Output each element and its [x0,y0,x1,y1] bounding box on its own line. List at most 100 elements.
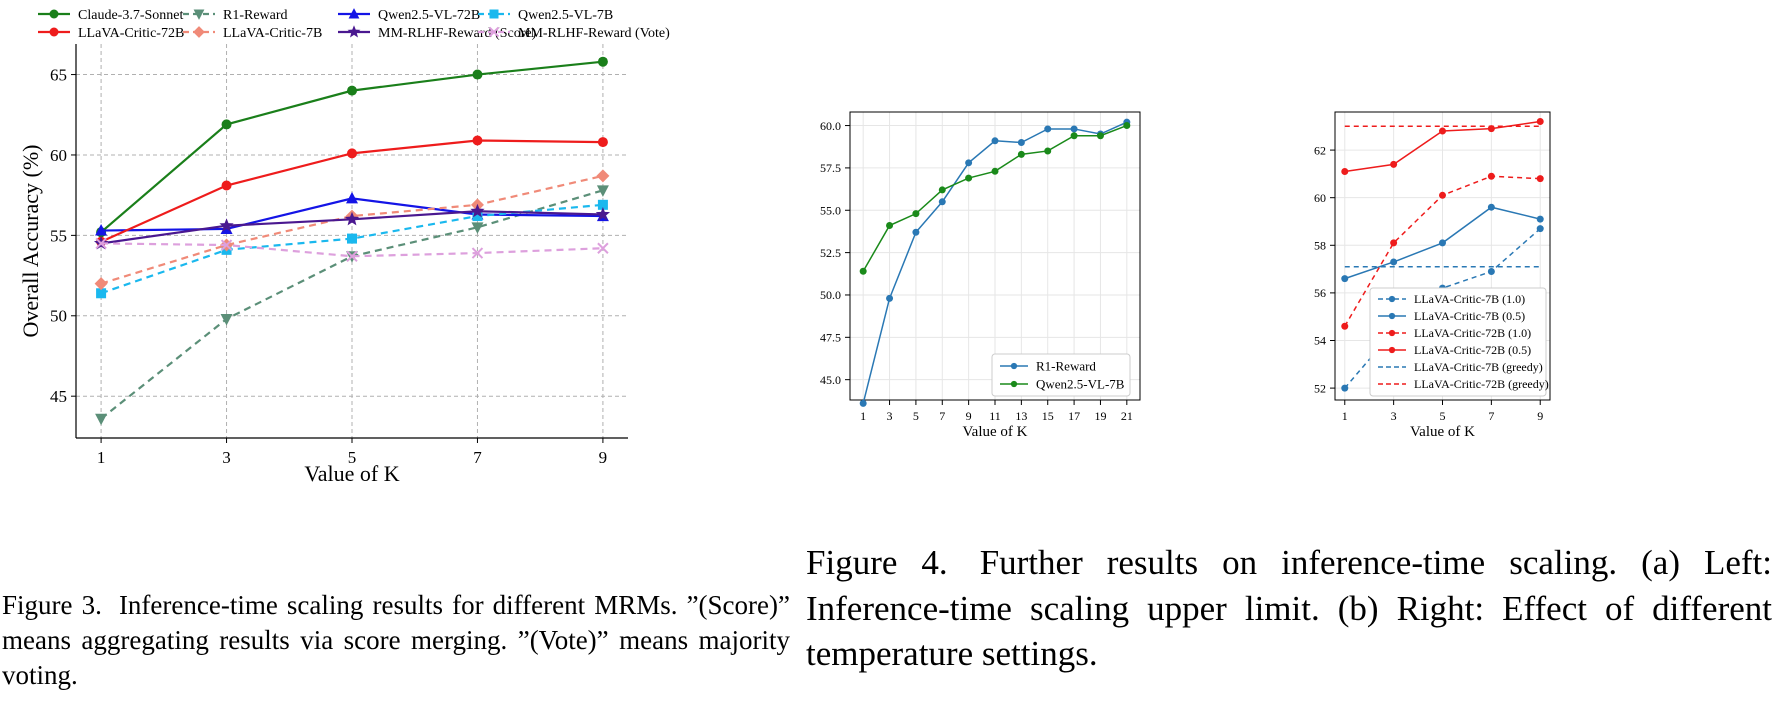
data-point [1439,127,1446,135]
data-point [220,313,233,326]
data-point [1390,160,1398,168]
legend-label: LLaVA-Critic-7B (0.5) [1414,309,1525,323]
legend-marker [1388,329,1396,337]
x-tick-label: 17 [1068,409,1080,423]
x-axis-label: Value of K [1410,424,1475,440]
x-tick-label: 3 [887,409,893,423]
data-point [1017,138,1025,146]
y-tick-label: 55.0 [820,203,841,217]
data-point [472,135,483,146]
data-point [95,413,108,426]
legend-label: LLaVA-Critic-72B (0.5) [1414,343,1531,357]
legend-label: LLaVA-Critic-72B [78,26,184,41]
x-tick-label: 1 [860,409,866,423]
legend-item: LLaVA-Critic-7B (0.5) [1378,309,1525,323]
legend-label: MM-RLHF-Reward (Score) [378,26,537,41]
data-point [1390,258,1398,266]
data-point [859,267,867,275]
legend-item: MM-RLHF-Reward (Score) [338,25,537,41]
legend: LLaVA-Critic-7B (1.0) LLaVA-Critic-7B (0.… [1369,287,1549,397]
data-point [1017,150,1025,158]
data-point [471,222,484,234]
x-tick-label: 11 [989,409,1001,423]
legend-item: Qwen2.5-VL-7B [478,8,613,23]
y-tick-label: 56 [1314,286,1326,300]
data-point [96,288,107,299]
legend-label: Qwen2.5-VL-7B [1036,377,1125,392]
y-tick-label: 60.0 [820,119,841,133]
figure4-caption-label: Figure 4. [806,543,948,582]
legend: Claude-3.7-Sonnet R1-Reward Qwen2.5-VL-72B… [38,8,670,41]
legend-item: LLaVA-Critic-72B (1.0) [1378,326,1531,340]
ticks: 1 3 5 7 9 11 13 15 17 19 2145.047.550.052.555.057.… [820,119,1133,423]
data-point [1341,322,1349,330]
y-tick-label: 62 [1314,143,1326,157]
legend-item: MM-RLHF-Reward (Vote) [478,26,670,41]
y-tick-label: 57.5 [820,161,841,175]
data-point [991,167,999,175]
x-tick-label: 5 [913,409,919,423]
data-point [1536,215,1544,223]
x-tick-label: 7 [473,448,482,467]
data-point [347,85,357,96]
legend-item: Claude-3.7-Sonnet [38,8,183,23]
legend-label: R1-Reward [1036,359,1096,374]
legend-box [991,353,1131,397]
data-point [596,185,609,197]
x-tick-label: 7 [939,409,945,423]
legend-marker [1388,312,1396,320]
data-point [1070,132,1078,140]
data-point [472,211,483,222]
legend-label: LLaVA-Critic-72B (1.0) [1414,326,1531,340]
fig3-plot: 1 3 5 7 9 45 50 55 60 65 Value of K Overall Accurac… [18,8,670,486]
legend-marker [488,26,500,38]
legend-marker [1010,362,1018,370]
data-point [1536,175,1544,183]
figure3-chart: 1 3 5 7 9 45 50 55 60 65 Value of K Overall Accurac… [18,8,670,486]
x-tick-label: 13 [1015,409,1027,423]
data-point [1070,125,1078,133]
data-point [1044,125,1052,133]
series-r1-reward [859,118,1131,407]
data-point [221,119,232,130]
legend-box [1369,287,1547,397]
data-point [1536,118,1544,126]
data-point [1487,172,1495,180]
legend-label: Claude-3.7-Sonnet [78,8,183,23]
figure3-caption: Figure 3. Inference-time scaling results… [2,588,790,693]
data-point [1096,132,1104,140]
data-point [95,237,107,250]
data-point [596,169,610,183]
data-point [344,211,360,226]
data-point [347,148,357,159]
data-point [1341,168,1349,176]
y-tick-label: 50.0 [820,288,841,302]
x-tick-label: 1 [97,448,106,467]
figure4-caption: Figure 4. Further results on inference-t… [806,540,1772,677]
legend-label: R1-Reward [223,8,288,23]
fig4a-plot: 1 3 5 7 9 11 13 15 17 19 2145.047.550.052.555.057.… [820,111,1141,440]
data-point [965,174,973,182]
y-tick-label: 65 [50,66,67,85]
data-point [472,69,483,80]
y-axis-label: Overall Accuracy (%) [18,144,43,337]
data-point [595,206,611,221]
y-tick-label: 52 [1314,381,1326,395]
data-point [1536,225,1544,233]
legend-item: Qwen2.5-VL-7B [1000,377,1125,392]
legend-label: LLaVA-Critic-7B (greedy) [1414,360,1543,374]
legend-marker [193,9,205,20]
data-point [471,247,484,259]
y-tick-label: 47.5 [820,331,841,345]
x-axis-label: Value of K [963,424,1028,440]
y-tick-label: 55 [50,226,67,245]
legend-item: LLaVA-Critic-72B (greedy) [1378,377,1549,391]
x-tick-label: 5 [1440,409,1446,423]
y-tick-label: 60 [1314,191,1326,205]
y-tick-label: 54 [1314,334,1326,348]
x-tick-label: 1 [1342,409,1348,423]
legend-marker [489,9,499,19]
legend-item: Qwen2.5-VL-72B [338,8,480,23]
